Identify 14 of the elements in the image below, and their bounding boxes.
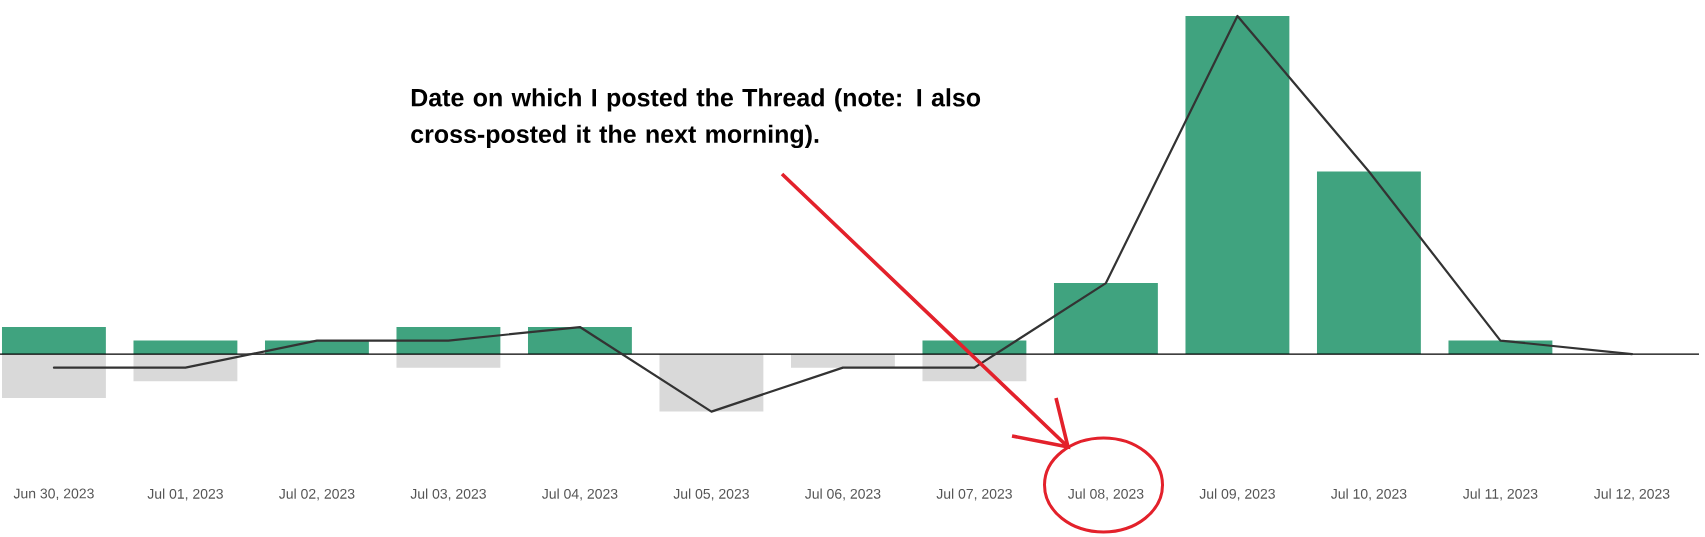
x-tick-label: Jun 30, 2023 — [13, 488, 94, 501]
x-tick-label: Jul 08, 2023 — [1068, 488, 1144, 501]
x-tick-label: Jul 11, 2023 — [1463, 488, 1538, 501]
x-tick-label: Jul 02, 2023 — [279, 488, 355, 501]
x-tick-label: Jul 10, 2023 — [1331, 488, 1407, 501]
x-tick-label: Jul 06, 2023 — [805, 488, 881, 501]
x-tick-label: Jul 09, 2023 — [1199, 488, 1275, 501]
x-tick-label: Jul 04, 2023 — [542, 488, 618, 501]
x-tick-label: Jul 01, 2023 — [147, 488, 223, 501]
x-tick-label: Jul 12, 2023 — [1594, 488, 1670, 501]
x-tick-label: Jul 07, 2023 — [936, 488, 1012, 501]
x-tick-label: Jul 03, 2023 — [410, 488, 486, 501]
x-tick-label: Jul 05, 2023 — [673, 488, 749, 501]
annotation: Date on which I posted the Thread (note: I also cross-posted it the next morning). — [411, 88, 981, 149]
